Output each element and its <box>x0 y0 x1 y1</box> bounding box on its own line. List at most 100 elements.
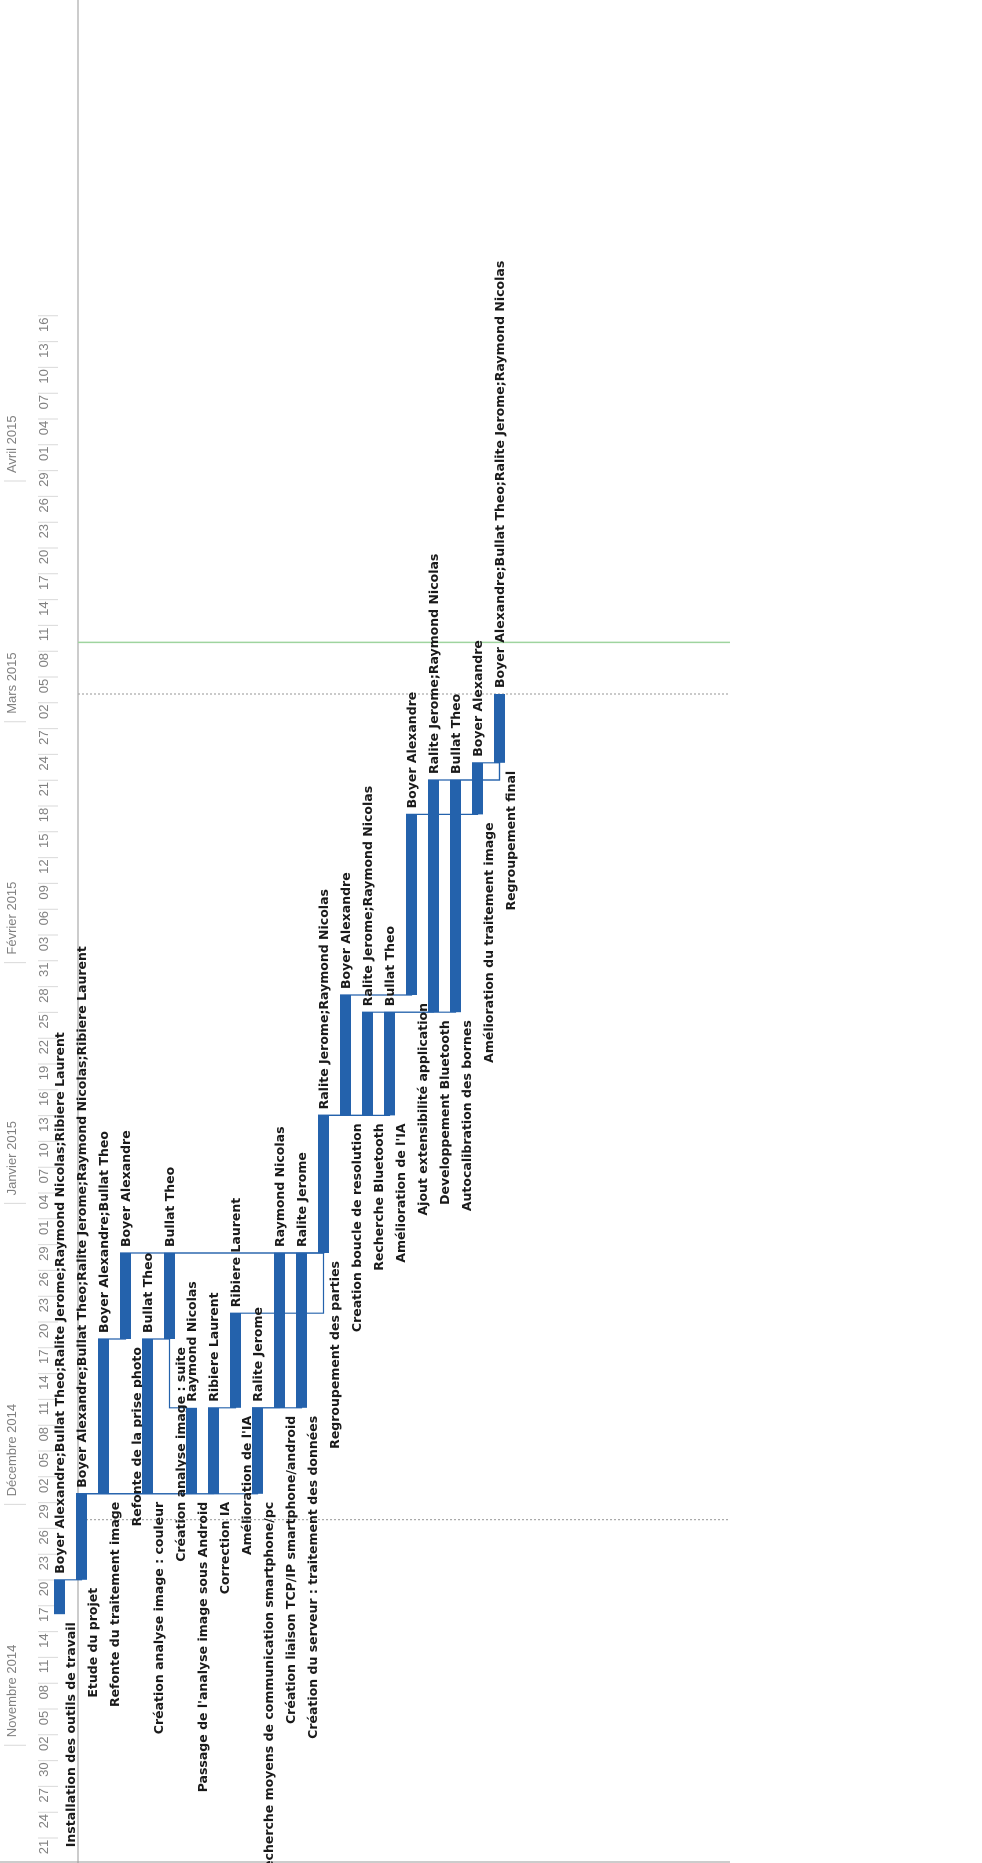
axis-tick-label: 20 <box>36 550 51 564</box>
month-label: Mars 2015 <box>4 652 19 713</box>
task-bar <box>120 1253 131 1339</box>
task-bar <box>98 1339 109 1494</box>
task-resource-label: Ralite Jerome;Raymond Nicolas <box>426 554 441 774</box>
axis-tick-label: 15 <box>36 834 51 848</box>
axis-tick-label: 03 <box>36 937 51 951</box>
axis-tick-label: 17 <box>36 576 51 590</box>
task-bar <box>142 1339 153 1494</box>
task-resource-label: Raymond Nicolas <box>184 1281 199 1402</box>
month-label: Février 2015 <box>4 882 19 955</box>
task-resource-label: Ribiere Laurent <box>206 1292 221 1401</box>
task-resource-label: Boyer Alexandre;Bullat Theo;Ralite Jerom… <box>74 946 89 1488</box>
task-resource-label: Bullat Theo <box>162 1166 177 1247</box>
axis-tick-label: 09 <box>36 885 51 899</box>
task-name-label: Correction IA <box>217 1501 232 1594</box>
axis-tick-label: 11 <box>36 1660 51 1674</box>
axis-tick-label: 14 <box>36 1375 51 1389</box>
dependency-link <box>318 1111 391 1116</box>
task-resource-label: Ralite Jerome <box>294 1152 309 1247</box>
task-resource-label: Bullat Theo <box>448 693 463 774</box>
task-name-label: Refonte de la prise photo <box>129 1347 144 1527</box>
task-name-label: Developpement Bluetooth <box>437 1020 452 1205</box>
axis-tick-label: 27 <box>36 730 51 744</box>
task-resource-label: Bullat Theo <box>382 926 397 1007</box>
dependency-link <box>406 810 479 815</box>
month-label: Avril 2015 <box>4 415 19 473</box>
axis-tick-label: 25 <box>36 1014 51 1028</box>
axis-tick-label: 04 <box>36 1195 51 1209</box>
task-name-label: Autocalibration des bornes <box>459 1020 474 1211</box>
task-resource-label: Ralite Jerome;Raymond Nicolas <box>316 889 331 1109</box>
task-name-label: Création liaison TCP/IP smartphone/andro… <box>283 1416 298 1724</box>
task-resource-label: Ribiere Laurent <box>228 1198 243 1307</box>
task-name-label: Amélioration du traitement image <box>481 822 496 1062</box>
axis-tick-label: 13 <box>36 1117 51 1131</box>
month-label: Décembre 2014 <box>4 1404 19 1497</box>
axis-tick-label: 27 <box>36 1788 51 1802</box>
axis-tick-label: 29 <box>36 472 51 486</box>
task-resource-label: Boyer Alexandre;Bullat Theo <box>96 1131 111 1333</box>
task-name-label: Création analyse image : suite <box>173 1347 188 1562</box>
task-bar <box>296 1253 307 1408</box>
task-name-label: Creation boucle de resolution <box>349 1123 364 1332</box>
task-bar <box>472 762 483 815</box>
task-resource-label: Boyer Alexandre;Bullat Theo;Ralite Jerom… <box>492 261 507 688</box>
month-label: Janvier 2015 <box>4 1121 19 1195</box>
axis-tick-label: 20 <box>36 1324 51 1338</box>
axis-tick-label: 26 <box>36 1272 51 1286</box>
axis-tick-label: 23 <box>36 524 51 538</box>
axis-tick-label: 22 <box>36 1040 51 1054</box>
axis-tick-label: 23 <box>36 1556 51 1570</box>
axis-tick-label: 10 <box>36 369 51 383</box>
task-name-label: Refonte du traitement image <box>107 1502 122 1707</box>
task-name-label: Amélioration de l'IA <box>393 1123 408 1263</box>
axis-tick-label: 29 <box>36 1246 51 1260</box>
axis-tick-label: 19 <box>36 1066 51 1080</box>
task-bar <box>318 1115 329 1253</box>
task-name-label: Regroupement final <box>503 771 518 911</box>
axis-tick-label: 06 <box>36 911 51 925</box>
task-bar <box>494 694 505 763</box>
task-resource-label: Boyer Alexandre;Bullat Theo;Ralite Jerom… <box>52 1032 67 1574</box>
task-bar <box>186 1407 197 1494</box>
task-bar <box>406 814 417 995</box>
month-label: Novembre 2014 <box>4 1645 19 1738</box>
task-resource-label: Bullat Theo <box>140 1252 155 1333</box>
axis-tick-label: 31 <box>36 963 51 977</box>
task-name-label: Regroupement des parties <box>327 1261 342 1449</box>
axis-tick-label: 02 <box>36 1737 51 1751</box>
task-resource-label: Ralite Jerome;Raymond Nicolas <box>360 786 375 1006</box>
axis-tick-label: 17 <box>36 1608 51 1622</box>
axis-tick-label: 05 <box>36 1711 51 1725</box>
dependency-link <box>340 991 413 996</box>
task-resource-label: Boyer Alexandre <box>404 692 419 809</box>
axis-tick-label: 21 <box>36 782 51 796</box>
axis-tick-label: 18 <box>36 808 51 822</box>
axis-tick-label: 07 <box>36 1169 51 1183</box>
axis-tick-label: 28 <box>36 988 51 1002</box>
axis-tick-label: 07 <box>36 395 51 409</box>
axis-tick-label: 05 <box>36 679 51 693</box>
task-resource-label: Boyer Alexandre <box>118 1130 133 1247</box>
axis-tick-label: 14 <box>36 1633 51 1647</box>
axis-tick-label: 12 <box>36 859 51 873</box>
axis-tick-label: 11 <box>36 1402 51 1416</box>
task-resource-label: Ralite Jerome <box>250 1307 265 1402</box>
axis-tick-label: 16 <box>36 318 51 332</box>
axis-tick-label: 24 <box>36 1814 51 1828</box>
task-name-label: Création analyse image : couleur <box>151 1501 166 1734</box>
axis-tick-label: 02 <box>36 705 51 719</box>
axis-tick-label: 01 <box>36 447 51 461</box>
task-bar <box>450 780 461 1013</box>
task-bar <box>208 1407 219 1494</box>
dependency-link <box>450 758 501 781</box>
axis-tick-label: 08 <box>36 653 51 667</box>
task-name-label: Recherche moyens de communication smartp… <box>261 1502 276 1863</box>
task-resource-label: Raymond Nicolas <box>272 1126 287 1247</box>
axis-tick-label: 13 <box>36 343 51 357</box>
axis-tick-label: 08 <box>36 1685 51 1699</box>
task-name-label: Création du serveur : traitement des don… <box>305 1416 320 1739</box>
axis-tick-label: 29 <box>36 1504 51 1518</box>
task-resource-label: Boyer Alexandre <box>338 872 353 989</box>
task-name-label: Ajout extensibilité application <box>415 1003 430 1216</box>
